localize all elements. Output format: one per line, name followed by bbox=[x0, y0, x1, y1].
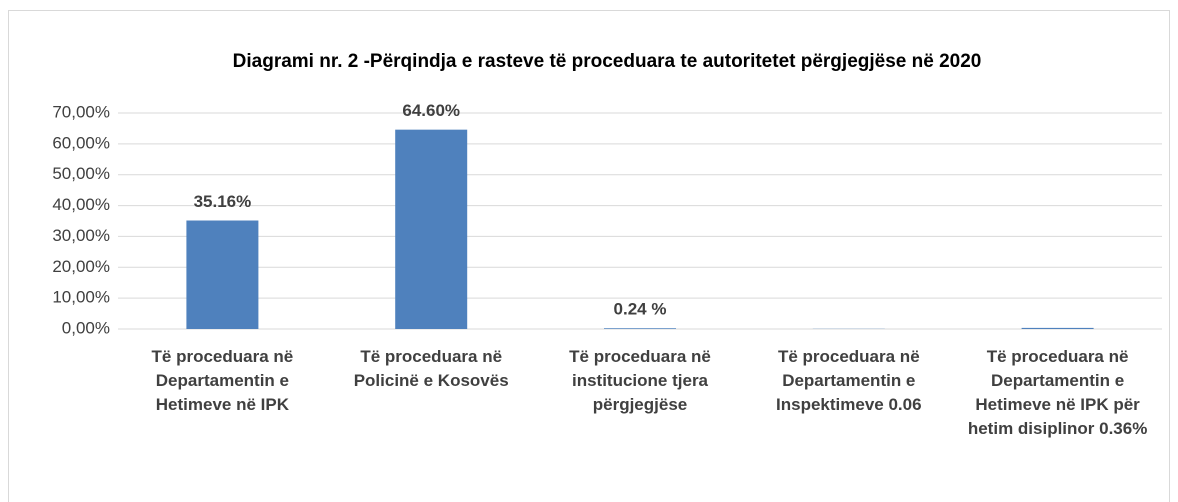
data-label: 35.16% bbox=[194, 192, 252, 211]
y-tick-label: 30,00% bbox=[52, 226, 110, 245]
bar bbox=[1021, 327, 1094, 329]
y-tick-label: 60,00% bbox=[52, 133, 110, 152]
chart-title: Diagrami nr. 2 -Përqindja e rasteve të p… bbox=[233, 51, 982, 72]
chart-border bbox=[8, 10, 1170, 502]
y-tick-label: 70,00% bbox=[52, 102, 110, 121]
bar bbox=[604, 328, 676, 329]
x-tick-label: Të proceduara në Departamentin e Inspekt… bbox=[776, 347, 922, 414]
y-tick-label: 20,00% bbox=[52, 257, 110, 276]
data-label: 64.60% bbox=[402, 101, 460, 120]
x-tick-label: Të proceduara në Departamentin e Hetimev… bbox=[151, 347, 294, 414]
bar bbox=[186, 220, 259, 329]
bar bbox=[395, 129, 468, 329]
y-tick-label: 40,00% bbox=[52, 195, 110, 214]
y-tick-label: 0,00% bbox=[62, 318, 110, 337]
data-label: 0.24 % bbox=[614, 300, 667, 319]
x-tick-label: Të proceduara në Policinë e Kosovës bbox=[353, 347, 509, 390]
x-tick-label: Të proceduara në Departamentin e Hetimev… bbox=[967, 347, 1148, 438]
x-tick-label: Të proceduara në institucione tjera përg… bbox=[569, 347, 711, 414]
y-tick-label: 10,00% bbox=[52, 288, 110, 307]
y-tick-label: 50,00% bbox=[52, 164, 110, 183]
